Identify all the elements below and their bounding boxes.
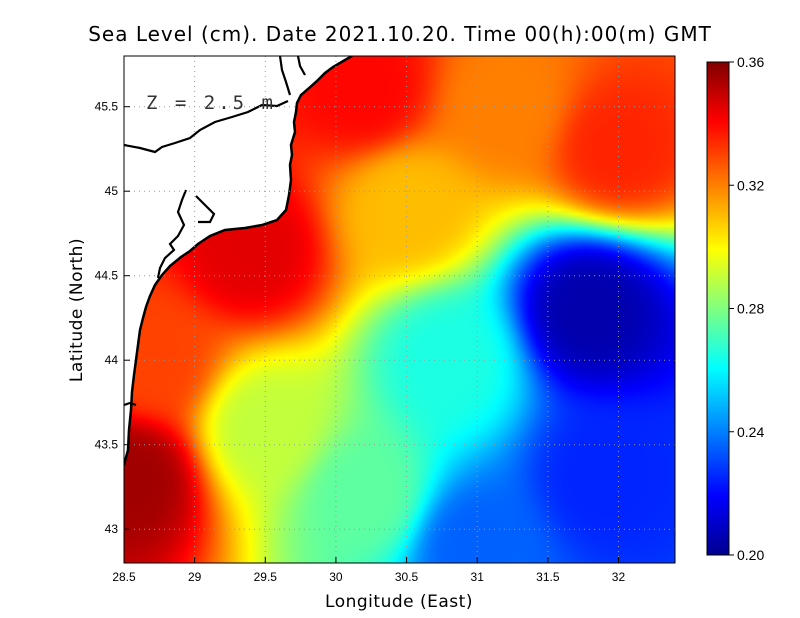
y-axis: 43 43.5 44 44.5 45 45.5 [95,100,130,536]
colorbar-tick-label: 0.20 [737,547,764,563]
colorbar-tick-label: 0.24 [737,424,764,440]
y-tick-label: 43.5 [95,438,119,452]
colorbar-tick-label: 0.32 [737,177,764,193]
chart-title: Sea Level (cm). Date 2021.10.20. Time 00… [88,22,712,46]
x-tick-label: 31.5 [536,570,560,584]
colorbar [706,61,730,556]
x-axis: 28.5 29 29.5 30 30.5 31 31.5 32 [112,557,625,584]
plot-area [124,56,675,563]
y-tick-label: 43 [105,522,119,536]
y-tick-label: 45.5 [95,100,119,114]
coastline-detail [156,189,188,279]
coastline-detail [195,195,216,224]
x-tick-label: 29.5 [254,570,278,584]
x-tick-label: 30 [329,570,343,584]
x-tick-label: 28.5 [112,570,136,584]
coastline [124,56,353,466]
colorbar-tick-label: 0.36 [737,54,764,70]
x-axis-label: Longitude (East) [325,592,473,612]
y-tick-label: 44.5 [95,269,119,283]
x-tick-label: 30.5 [395,570,419,584]
coastline-detail [124,401,137,407]
y-tick-label: 44 [105,353,119,367]
grid-lines [124,56,675,563]
x-tick-label: 31 [471,570,485,584]
depth-annotation: Z = 2.5 m [146,92,276,114]
x-tick-label: 32 [612,570,626,584]
land-mask [124,56,352,465]
coastline-detail [296,56,306,76]
plot-frame [123,55,676,564]
colorbar-tick-label: 0.28 [737,301,764,317]
coastline-detail [278,56,292,96]
x-tick-label: 29 [188,570,202,584]
y-tick-label: 45 [105,184,119,198]
colorbar-ticks: 0.36 0.32 0.28 0.24 0.20 [729,54,764,563]
coastline-detail [124,99,289,154]
y-axis-label: Latitude (North) [67,238,87,382]
